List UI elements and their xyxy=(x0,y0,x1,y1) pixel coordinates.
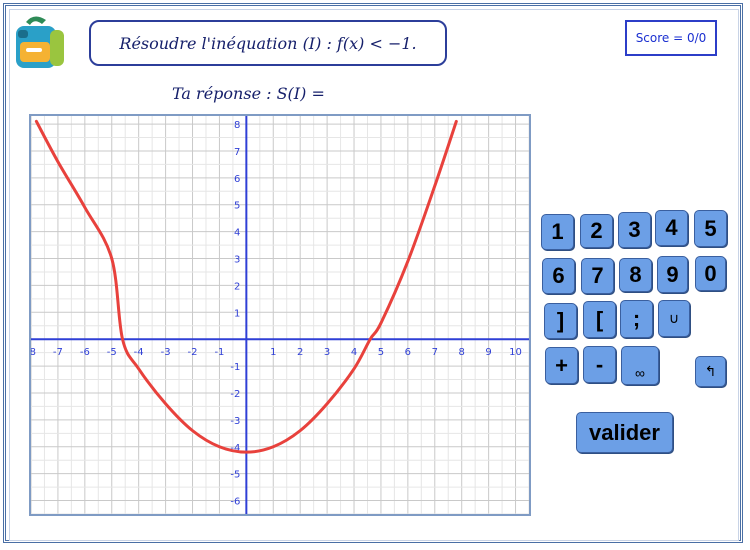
y-tick-label: 2 xyxy=(234,281,240,292)
y-tick-label: 4 xyxy=(234,228,240,239)
x-tick-label: -4 xyxy=(134,347,144,358)
key-minus[interactable]: - xyxy=(583,346,616,383)
x-tick-label: 1 xyxy=(270,347,276,358)
y-tick-label: 1 xyxy=(234,308,240,319)
y-tick-label: 7 xyxy=(234,147,240,158)
x-tick-label: -7 xyxy=(53,347,63,358)
x-tick-label: 5 xyxy=(378,347,384,358)
key-5[interactable]: 5 xyxy=(694,210,727,247)
key-6[interactable]: 6 xyxy=(542,258,575,294)
key-bracket-right[interactable]: ] xyxy=(544,303,577,339)
function-curve xyxy=(34,119,458,454)
y-tick-label: 5 xyxy=(234,201,240,212)
y-tick-label: -3 xyxy=(230,416,240,427)
problem-statement: Résoudre l'inéquation (I) : f(x) < −1. xyxy=(89,20,447,66)
key-union[interactable]: ∪ xyxy=(658,300,690,337)
x-tick-label: -2 xyxy=(188,347,198,358)
x-tick-label: 3 xyxy=(324,347,330,358)
key-infinity[interactable]: ∞ xyxy=(621,346,659,385)
x-tick-label: 4 xyxy=(351,347,357,358)
y-tick-label: 6 xyxy=(234,174,240,185)
x-tick-label: 10 xyxy=(509,347,522,358)
backpack-icon xyxy=(16,16,64,68)
answer-label: Ta réponse : S(I) = xyxy=(172,84,325,103)
function-graph: -8 -7 -6 -5 -4 -3 -2 -1 1 2 3 4 5 6 7 8 9 10 -6 -5 -4 -3 -2 -1 1… xyxy=(29,114,531,516)
key-9[interactable]: 9 xyxy=(657,256,688,293)
key-plus[interactable]: + xyxy=(545,347,578,384)
key-2[interactable]: 2 xyxy=(580,214,613,248)
validate-button[interactable]: valider xyxy=(576,412,673,453)
y-tick-label: -4 xyxy=(230,443,240,454)
key-1[interactable]: 1 xyxy=(541,214,574,250)
outer-frame xyxy=(3,3,743,543)
y-tick-label: -2 xyxy=(230,389,240,400)
key-backspace[interactable]: ↰ xyxy=(695,356,726,387)
key-8[interactable]: 8 xyxy=(619,258,652,292)
key-4[interactable]: 4 xyxy=(655,210,688,246)
x-tick-label: -8 xyxy=(31,347,36,358)
x-tick-label: -3 xyxy=(161,347,171,358)
x-tick-label: 6 xyxy=(405,347,411,358)
key-3[interactable]: 3 xyxy=(618,212,651,248)
y-tick-label: -6 xyxy=(230,497,240,508)
key-0[interactable]: 0 xyxy=(695,256,726,291)
x-tick-label: 2 xyxy=(297,347,303,358)
x-tick-label: 9 xyxy=(485,347,491,358)
x-tick-label: -1 xyxy=(214,347,224,358)
key-bracket-left[interactable]: [ xyxy=(583,301,616,338)
key-semicolon[interactable]: ; xyxy=(620,300,653,338)
x-tick-label: 8 xyxy=(459,347,465,358)
score-display: Score = 0/0 xyxy=(625,20,717,56)
graph-svg: -8 -7 -6 -5 -4 -3 -2 -1 1 2 3 4 5 6 7 8 9 10 -6 -5 -4 -3 -2 -1 1… xyxy=(31,116,529,514)
x-tick-label: -5 xyxy=(107,347,117,358)
key-7[interactable]: 7 xyxy=(581,258,614,294)
y-tick-label: 3 xyxy=(234,255,240,266)
x-tick-label: -6 xyxy=(80,347,90,358)
y-tick-label: -5 xyxy=(230,470,240,481)
x-tick-label: 7 xyxy=(432,347,438,358)
y-tick-label: 8 xyxy=(234,120,240,131)
y-tick-label: -1 xyxy=(230,362,240,373)
